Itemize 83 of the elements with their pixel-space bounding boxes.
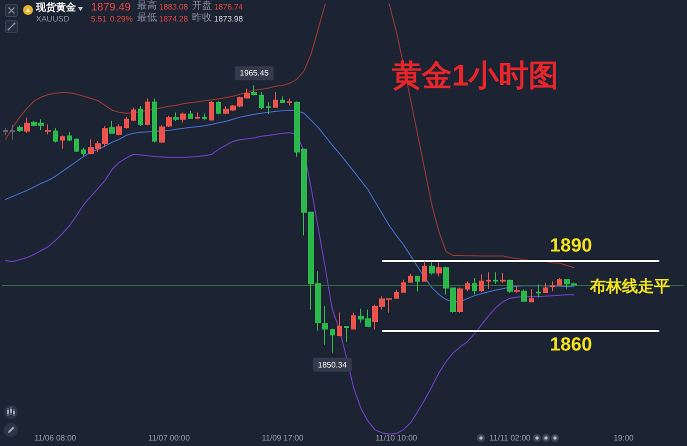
candlestick [394,289,399,300]
candlestick [180,112,186,124]
candlestick [287,98,292,106]
candlestick [486,272,491,290]
candlestick [344,326,349,342]
candlestick [131,107,136,122]
candlestick [173,112,179,122]
candlestick [60,134,65,150]
candlestick [337,312,342,337]
candlestick [536,284,541,298]
x-tick-label: 11/07 00:00 [148,434,190,442]
candlestick [10,124,15,140]
x-tick-label: 11/10 10:00 [375,434,418,442]
candlestick [81,147,86,157]
text: 1873.98 [214,14,244,24]
candlestick [543,282,548,294]
candlestick [74,138,79,153]
candlestick [138,106,143,127]
candlestick [457,287,463,314]
text: 1876.74 [214,2,244,12]
candlestick [401,279,406,294]
candlestick [188,110,193,120]
x-tick-label: 11/06 08:00 [34,434,77,442]
text: 1874.28 [159,14,188,24]
x-tick-label: 11/11 02:00 [489,434,532,442]
candlestick [216,100,221,115]
candlestick [109,120,115,134]
candlestick [500,272,506,284]
candlestick [436,262,442,277]
candlestick [166,115,172,128]
candlestick [259,91,264,110]
candlestick [479,274,484,292]
candlestick [3,128,8,136]
candlestick [251,84,257,96]
text: 昨收 [192,12,212,24]
candlestick [266,102,271,115]
candlestick [195,112,200,120]
candlestick [521,289,527,302]
text: 5.51 [91,14,108,24]
ref-line-label: 1860 [550,334,592,356]
x-tick-label: 11/09 17:00 [262,434,304,442]
candlestick [330,328,335,354]
candlestick [209,100,214,122]
candlestick [422,260,427,282]
candlestick [408,273,413,284]
text: XAUUSD [36,14,70,24]
candlestick [429,262,435,276]
candlestick [67,132,72,142]
candlestick [557,278,562,286]
annotation: 1965.45 [240,68,270,78]
candlestick [507,279,513,294]
text: 最高 [137,0,157,12]
candlestick [124,116,129,130]
candlestick [550,280,555,292]
candlestick [45,124,51,135]
candlestick [17,125,23,132]
candlestick [152,98,157,144]
candlestick [273,91,278,108]
candlestick [465,280,470,292]
ref-line-label: 1890 [550,236,592,257]
annotation: 1850.34 [318,360,348,370]
candlestick [351,312,356,330]
annotation: 布林线走平 [589,278,670,296]
candlestick [493,272,498,284]
text: 1879.49 [91,2,131,14]
text: 0.29% [110,14,133,24]
candlestick [24,117,30,134]
text: 1883.08 [159,2,188,12]
candlestick [145,98,150,126]
text: 开盘 [192,0,212,12]
candlestick [322,306,328,346]
candlestick [159,124,165,144]
candlestick [472,278,477,296]
candlestick [116,124,122,136]
text: 最低 [137,12,157,24]
candlestick [53,128,58,144]
candlestick [280,96,285,104]
candlestick [415,275,420,292]
candlestick [514,286,520,294]
candlestick [202,112,207,121]
text: 现货黄金 [35,2,77,14]
candlestick [529,288,534,302]
x-tick-label: 19:00 [614,434,634,442]
